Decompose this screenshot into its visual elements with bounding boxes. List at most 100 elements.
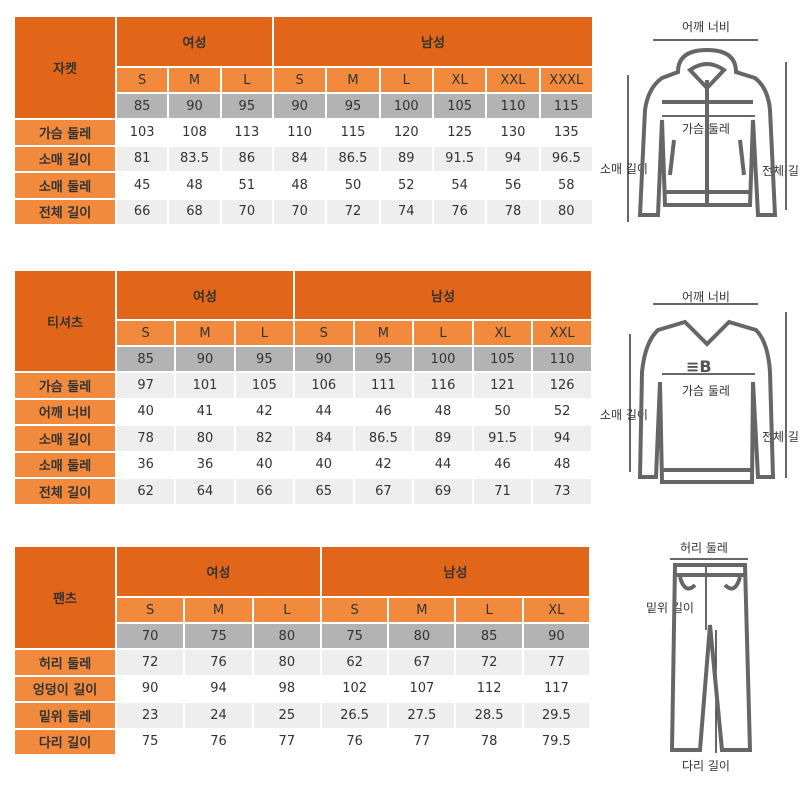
size-label: L: [414, 321, 472, 345]
measurement-value: 126: [533, 373, 591, 398]
measurement-value: 75: [117, 729, 184, 754]
size-label: XL: [433, 68, 486, 92]
size-number-row: 85 90 95 90 95 100 105 110 115: [15, 94, 592, 118]
size-label: S: [273, 68, 326, 92]
tshirt-illustration: 어깨 너비 가슴 둘레 소매 길이 전체 길이 ≡B: [590, 282, 800, 502]
size-number-row: 85 90 95 90 95 100 105 110: [15, 347, 591, 371]
measurement-label: 어깨 너비: [15, 399, 115, 424]
measurement-value: 101: [176, 373, 234, 398]
size-row: S M L S M L XL: [15, 598, 589, 622]
men-header: 남성: [294, 271, 591, 319]
measurement-value: 120: [380, 120, 432, 145]
measurement-value: 78: [456, 729, 522, 754]
measurement-value: 23: [117, 703, 184, 728]
measurement-value: 68: [169, 199, 220, 224]
measurement-value: 78: [487, 199, 539, 224]
measurement-value: 72: [456, 650, 522, 675]
measurement-value: 84: [273, 146, 326, 171]
measurement-value: 130: [487, 120, 539, 145]
size-label: M: [389, 598, 455, 622]
measurement-value: 46: [473, 452, 532, 477]
measurement-value: 86.5: [354, 426, 413, 451]
measurement-value: 58: [540, 173, 592, 198]
pants-rise-label: 밑위 길이: [646, 601, 694, 615]
category-label: 티셔츠: [15, 271, 115, 371]
men-header: 남성: [273, 17, 592, 66]
measurement-value: 54: [433, 173, 486, 198]
size-number: 105: [473, 347, 532, 371]
measurement-label: 소매 길이: [15, 426, 115, 451]
measurement-value: 121: [473, 373, 532, 398]
measurement-value: 40: [294, 452, 353, 477]
size-number: 90: [169, 94, 220, 118]
measurement-row: 전체 길이 66 68 70 70 72 74 76 78 80: [15, 199, 592, 224]
measurement-value: 25: [253, 703, 320, 728]
measurement-value: 81: [117, 146, 168, 171]
measurement-value: 69: [414, 479, 472, 504]
size-number: 95: [235, 347, 293, 371]
measurement-value: 112: [456, 676, 522, 701]
jacket-sleeve-label: 소매 길이: [600, 162, 648, 176]
measurement-value: 80: [253, 650, 320, 675]
measurement-value: 73: [533, 479, 591, 504]
measurement-row: 다리 길이 75 76 77 76 77 78 79.5: [15, 729, 589, 754]
measurement-value: 76: [185, 729, 252, 754]
tshirt-sleeve-label: 소매 길이: [600, 408, 648, 422]
measurement-value: 50: [327, 173, 379, 198]
measurement-value: 48: [414, 399, 472, 424]
measurement-label: 소매 둘레: [15, 452, 115, 477]
jacket-shoulder-label: 어깨 너비: [682, 20, 730, 34]
measurement-value: 76: [185, 650, 252, 675]
measurement-value: 110: [273, 120, 326, 145]
svg-text:≡B: ≡B: [686, 357, 712, 376]
measurement-label: 전체 길이: [15, 479, 115, 504]
size-number: 80: [253, 624, 320, 648]
measurement-value: 74: [380, 199, 432, 224]
size-number: 100: [414, 347, 472, 371]
measurement-value: 66: [235, 479, 293, 504]
measurement-value: 52: [533, 399, 591, 424]
size-label: S: [117, 321, 175, 345]
category-label: 팬츠: [15, 547, 115, 648]
measurement-row: 엉덩이 길이 90 94 98 102 107 112 117: [15, 676, 589, 701]
measurement-value: 77: [389, 729, 455, 754]
measurement-value: 80: [176, 426, 234, 451]
measurement-value: 70: [273, 199, 326, 224]
measurement-value: 91.5: [433, 146, 486, 171]
measurement-value: 70: [221, 199, 272, 224]
measurement-value: 108: [169, 120, 220, 145]
pants-illustration: 허리 둘레 밑위 길이 다리 길이: [630, 535, 800, 775]
measurement-value: 79.5: [523, 729, 589, 754]
category-label: 자켓: [15, 17, 115, 118]
measurement-row: 허리 둘레 72 76 80 62 67 72 77: [15, 650, 589, 675]
measurement-value: 62: [117, 479, 175, 504]
tshirt-shoulder-label: 어깨 너비: [682, 290, 730, 304]
measurement-row: 가슴 둘레 103 108 113 110 115 120 125 130 135: [15, 120, 592, 145]
size-number: 85: [117, 347, 175, 371]
size-label: M: [169, 68, 220, 92]
measurement-row: 어깨 너비 40 41 42 44 46 48 50 52: [15, 399, 591, 424]
size-number: 80: [389, 624, 455, 648]
size-table-2: 팬츠 여성 남성 S M L S M L XL 70 75 80 75 80 85 90 허리 둘레 72 76 80 6…: [13, 545, 591, 756]
measurement-label: 다리 길이: [15, 729, 115, 754]
measurement-value: 45: [117, 173, 168, 198]
measurement-value: 106: [294, 373, 353, 398]
pants-leg-label: 다리 길이: [682, 759, 730, 773]
measurement-value: 89: [414, 426, 472, 451]
measurement-value: 48: [273, 173, 326, 198]
size-label: M: [354, 321, 413, 345]
size-label: S: [117, 598, 184, 622]
measurement-value: 48: [169, 173, 220, 198]
measurement-value: 90: [117, 676, 184, 701]
gender-header-row: 팬츠 여성 남성: [15, 547, 589, 648]
measurement-value: 97: [117, 373, 175, 398]
pants-waist-label: 허리 둘레: [680, 541, 728, 555]
measurement-value: 67: [389, 650, 455, 675]
size-label: S: [321, 598, 388, 622]
size-row: S M L S M L XL XXL XXXL: [15, 68, 592, 92]
measurement-label: 소매 둘레: [15, 173, 115, 198]
measurement-value: 83.5: [169, 146, 220, 171]
measurement-row: 소매 길이 78 80 82 84 86.5 89 91.5 94: [15, 426, 591, 451]
size-label: M: [185, 598, 252, 622]
measurement-value: 41: [176, 399, 234, 424]
